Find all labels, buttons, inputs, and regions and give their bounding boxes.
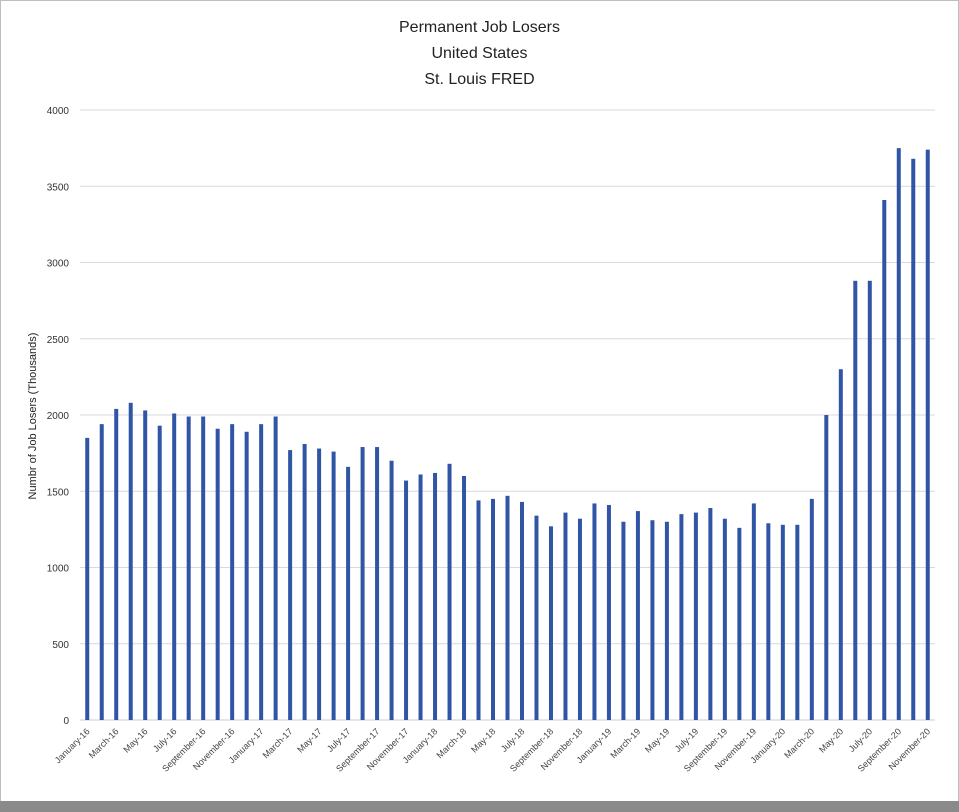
y-tick-label: 1000 xyxy=(47,564,70,575)
chart-title-line-1: Permanent Job Losers xyxy=(399,19,560,36)
bar xyxy=(896,148,901,720)
bar xyxy=(404,480,409,720)
bar xyxy=(838,369,843,720)
x-tick-label: March-19 xyxy=(608,726,642,760)
bar xyxy=(302,443,307,720)
bar xyxy=(664,521,669,720)
bar xyxy=(809,498,814,720)
bar xyxy=(389,460,394,720)
bar xyxy=(157,425,162,720)
bar xyxy=(462,476,467,720)
bar xyxy=(244,431,249,720)
bar xyxy=(172,413,177,720)
x-tick-label: May-19 xyxy=(643,726,671,754)
x-tick-label: July-17 xyxy=(325,726,353,754)
bar xyxy=(853,280,858,720)
bar xyxy=(693,512,698,720)
bar xyxy=(273,416,278,720)
bar xyxy=(679,514,684,720)
bar xyxy=(476,500,481,720)
bar xyxy=(85,437,90,720)
y-tick-label: 1500 xyxy=(47,487,70,498)
bar xyxy=(925,149,930,720)
bar xyxy=(621,521,626,720)
bar xyxy=(186,416,191,720)
bar xyxy=(288,450,293,720)
bar xyxy=(201,416,206,720)
bar xyxy=(795,524,800,720)
bar xyxy=(708,508,713,720)
y-tick-label: 2500 xyxy=(47,335,70,346)
chart-title-line-2: United States xyxy=(431,45,528,62)
chart-title-line-3: St. Louis FRED xyxy=(424,71,535,88)
bar xyxy=(722,518,727,720)
bar xyxy=(317,448,322,720)
bar xyxy=(577,518,582,720)
x-tick-label: January-16 xyxy=(53,726,92,765)
bar xyxy=(143,410,148,720)
bar xyxy=(548,526,553,720)
bar xyxy=(99,424,104,720)
bar xyxy=(128,402,133,720)
bar xyxy=(635,511,640,720)
bar xyxy=(519,501,524,720)
x-tick-label: July-18 xyxy=(499,726,527,754)
bar xyxy=(592,503,597,720)
y-tick-label: 4000 xyxy=(47,106,70,117)
bar xyxy=(650,520,655,720)
x-tick-label: March-16 xyxy=(87,726,121,760)
x-tick-label: May-20 xyxy=(817,726,845,754)
bar xyxy=(882,199,887,721)
x-tick-label: March-20 xyxy=(782,726,816,760)
bar xyxy=(780,524,785,720)
bar xyxy=(360,447,365,720)
y-tick-label: 3000 xyxy=(47,259,70,270)
bar xyxy=(230,424,235,720)
y-tick-label: 2000 xyxy=(47,411,70,422)
x-tick-label: March-18 xyxy=(434,726,468,760)
bar xyxy=(766,523,771,720)
bar xyxy=(505,495,510,720)
x-tick-label: July-16 xyxy=(151,726,179,754)
bar xyxy=(215,428,220,720)
bar xyxy=(911,158,916,721)
bar xyxy=(534,515,539,720)
x-tick-label: May-16 xyxy=(121,726,149,754)
x-tick-label: July-19 xyxy=(673,726,701,754)
bar xyxy=(824,415,829,720)
bar xyxy=(418,474,423,720)
bar xyxy=(433,472,438,720)
y-tick-label: 3500 xyxy=(47,182,70,193)
window-bottom-edge xyxy=(0,801,959,812)
bar xyxy=(751,503,756,720)
y-tick-label: 500 xyxy=(52,640,69,651)
bar xyxy=(346,466,351,720)
bar xyxy=(491,498,496,720)
bar xyxy=(563,512,568,720)
bar xyxy=(331,451,336,720)
bar xyxy=(606,504,611,720)
x-tick-label: March-17 xyxy=(261,726,295,760)
x-tick-label: May-17 xyxy=(295,726,323,754)
bar xyxy=(447,463,452,720)
y-tick-label: 0 xyxy=(63,716,69,727)
bar xyxy=(375,447,380,720)
x-tick-label: July-20 xyxy=(847,726,875,754)
bar xyxy=(737,527,742,720)
bar xyxy=(259,424,264,720)
bar xyxy=(114,408,119,720)
bar xyxy=(867,280,872,720)
x-tick-label: May-18 xyxy=(469,726,497,754)
